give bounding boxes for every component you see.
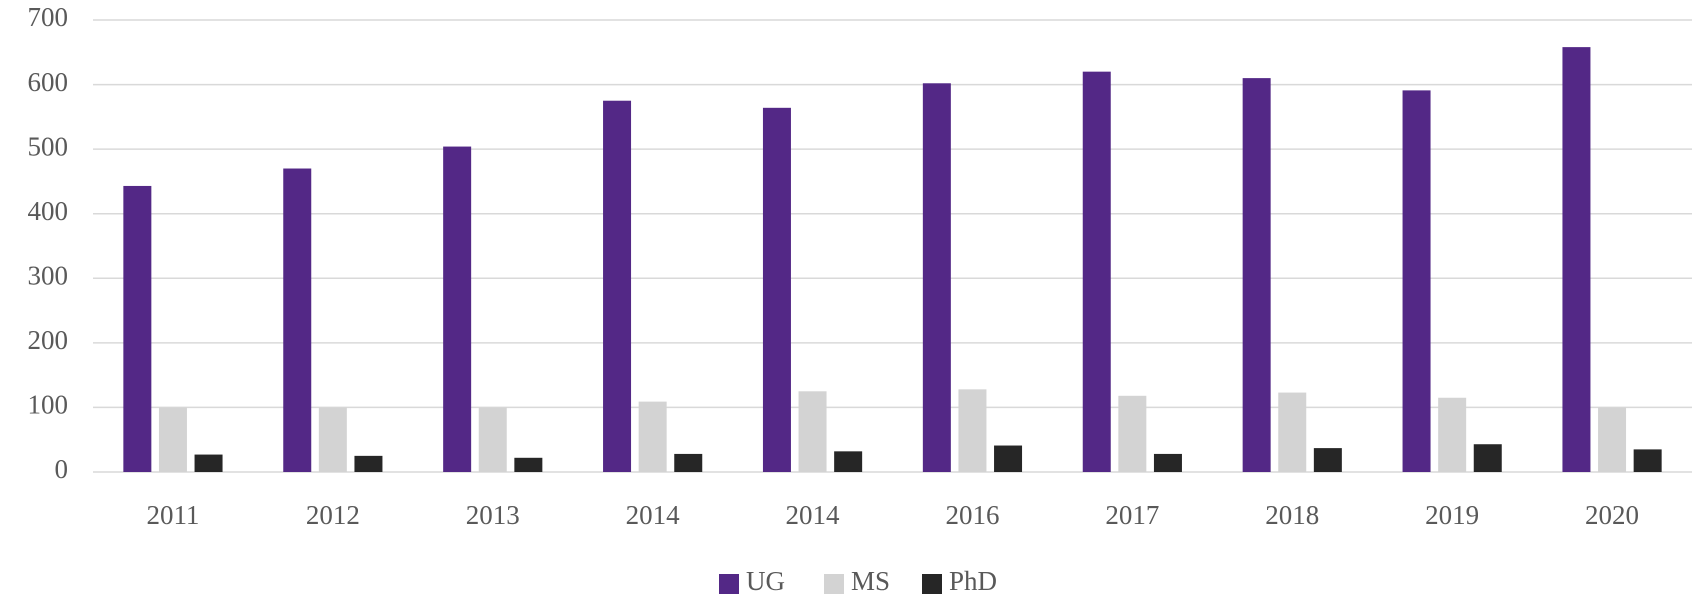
- bar: [1438, 397, 1467, 472]
- y-tick-label: 100: [28, 390, 69, 420]
- x-tick-label: 2019: [1425, 500, 1479, 530]
- y-tick-label: 500: [28, 131, 69, 161]
- bar: [123, 185, 152, 472]
- y-tick-label: 200: [28, 325, 69, 355]
- legend-label: MS: [851, 566, 890, 596]
- legend-swatch: [922, 574, 942, 594]
- legend-label: UG: [746, 566, 785, 596]
- bar: [1402, 90, 1431, 472]
- bar: [1278, 392, 1307, 472]
- x-tick-label: 2020: [1585, 500, 1639, 530]
- bar: [1598, 407, 1627, 472]
- bar: [194, 454, 223, 472]
- bar: [798, 391, 827, 472]
- y-tick-label: 700: [28, 2, 69, 32]
- x-tick-label: 2012: [306, 500, 360, 530]
- bar: [1562, 47, 1591, 473]
- y-tick-label: 300: [28, 260, 69, 290]
- legend-swatch: [824, 574, 844, 594]
- bar: [1633, 449, 1662, 472]
- legend-swatch: [719, 574, 739, 594]
- bar: [994, 445, 1023, 472]
- x-tick-label: 2014: [786, 500, 841, 530]
- bar: [354, 455, 383, 472]
- legend-label: PhD: [949, 566, 997, 596]
- x-tick-label: 2017: [1105, 500, 1159, 530]
- x-tick-label: 2013: [466, 500, 520, 530]
- bar: [514, 457, 543, 472]
- bar: [922, 83, 951, 472]
- bar: [1082, 71, 1111, 473]
- bar: [1118, 395, 1147, 472]
- x-tick-label: 2016: [945, 500, 999, 530]
- bar: [834, 451, 863, 472]
- bar: [1313, 448, 1342, 472]
- bar: [674, 453, 703, 472]
- bar: [478, 407, 507, 472]
- bar: [1153, 453, 1182, 472]
- y-tick-label: 600: [28, 67, 69, 97]
- y-tick-label: 0: [55, 454, 69, 484]
- x-tick-label: 2018: [1265, 500, 1319, 530]
- bar: [762, 107, 791, 473]
- bar: [443, 146, 472, 472]
- bar: [638, 401, 667, 472]
- bar: [958, 389, 987, 472]
- x-tick-label: 2011: [146, 500, 199, 530]
- bar: [283, 168, 312, 472]
- bar: [1473, 444, 1502, 472]
- y-tick-label: 400: [28, 196, 69, 226]
- bar: [318, 407, 347, 472]
- bar: [158, 407, 187, 472]
- x-tick-label: 2014: [626, 500, 681, 530]
- bar: [603, 100, 632, 472]
- bar: [1242, 78, 1271, 472]
